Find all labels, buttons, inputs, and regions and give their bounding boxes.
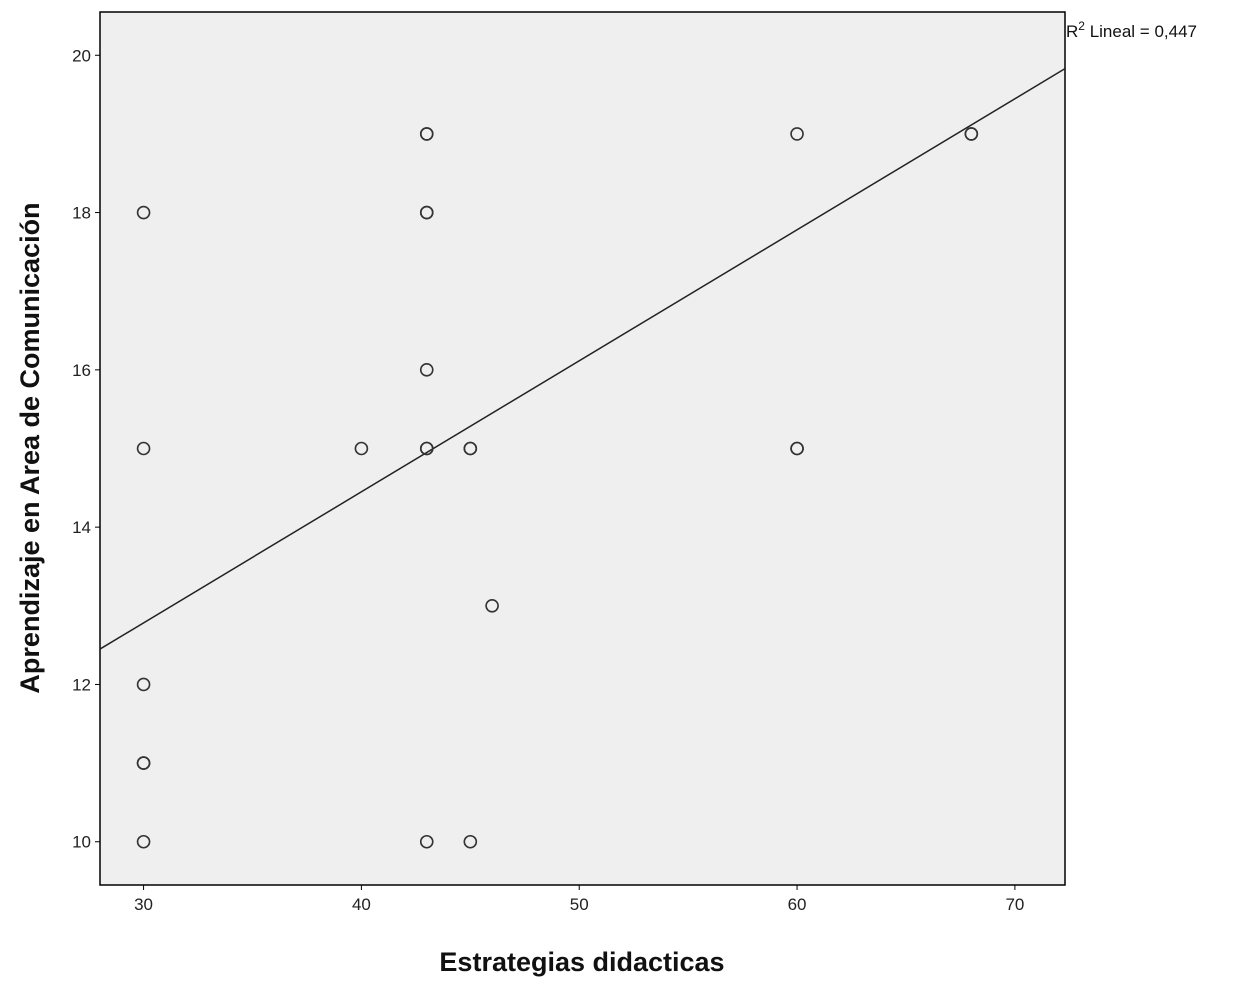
- r-squared-superscript: 2: [1078, 19, 1085, 33]
- data-point: [964, 127, 979, 141]
- data-point: [136, 205, 151, 220]
- x-axis-title: Estrategias didacticas: [439, 947, 724, 977]
- r-squared-annotation: R2 Lineal = 0,447: [1066, 19, 1197, 41]
- data-point: [136, 677, 151, 692]
- data-point: [463, 834, 478, 849]
- data-point: [419, 363, 434, 377]
- y-tick-label: 20: [72, 46, 91, 65]
- x-tick-label: 40: [352, 895, 371, 914]
- plot-area: [99, 11, 1066, 886]
- data-point: [419, 441, 434, 456]
- data-point: [790, 127, 804, 141]
- x-tick-label: 60: [788, 895, 807, 914]
- data-point: [419, 205, 434, 220]
- y-axis: 10 12 14 16 18 20: [72, 46, 100, 852]
- y-tick-label: 14: [72, 518, 91, 537]
- x-tick-label: 30: [134, 895, 153, 914]
- regression-line: [99, 67, 1066, 650]
- data-point: [485, 598, 499, 613]
- y-tick-label: 16: [72, 361, 91, 380]
- data-point: [790, 441, 804, 456]
- x-axis: 30 40 50 60 70: [134, 885, 1024, 914]
- r-squared-prefix: R: [1066, 22, 1078, 41]
- data-point: [136, 834, 151, 849]
- y-tick-label: 18: [72, 204, 91, 223]
- data-point: [419, 834, 434, 849]
- x-tick-label: 70: [1005, 895, 1024, 914]
- y-tick-label: 12: [72, 675, 91, 694]
- data-point: [354, 441, 369, 456]
- data-point: [463, 441, 478, 456]
- y-axis-title: Aprendizaje en Area de Comunicación: [15, 202, 45, 693]
- data-point: [419, 127, 434, 141]
- data-points: [136, 127, 979, 849]
- r-squared-text: Lineal = 0,447: [1085, 22, 1197, 41]
- data-point: [136, 441, 151, 456]
- data-point: [136, 756, 151, 770]
- y-tick-label: 10: [72, 833, 91, 852]
- x-tick-label: 50: [570, 895, 589, 914]
